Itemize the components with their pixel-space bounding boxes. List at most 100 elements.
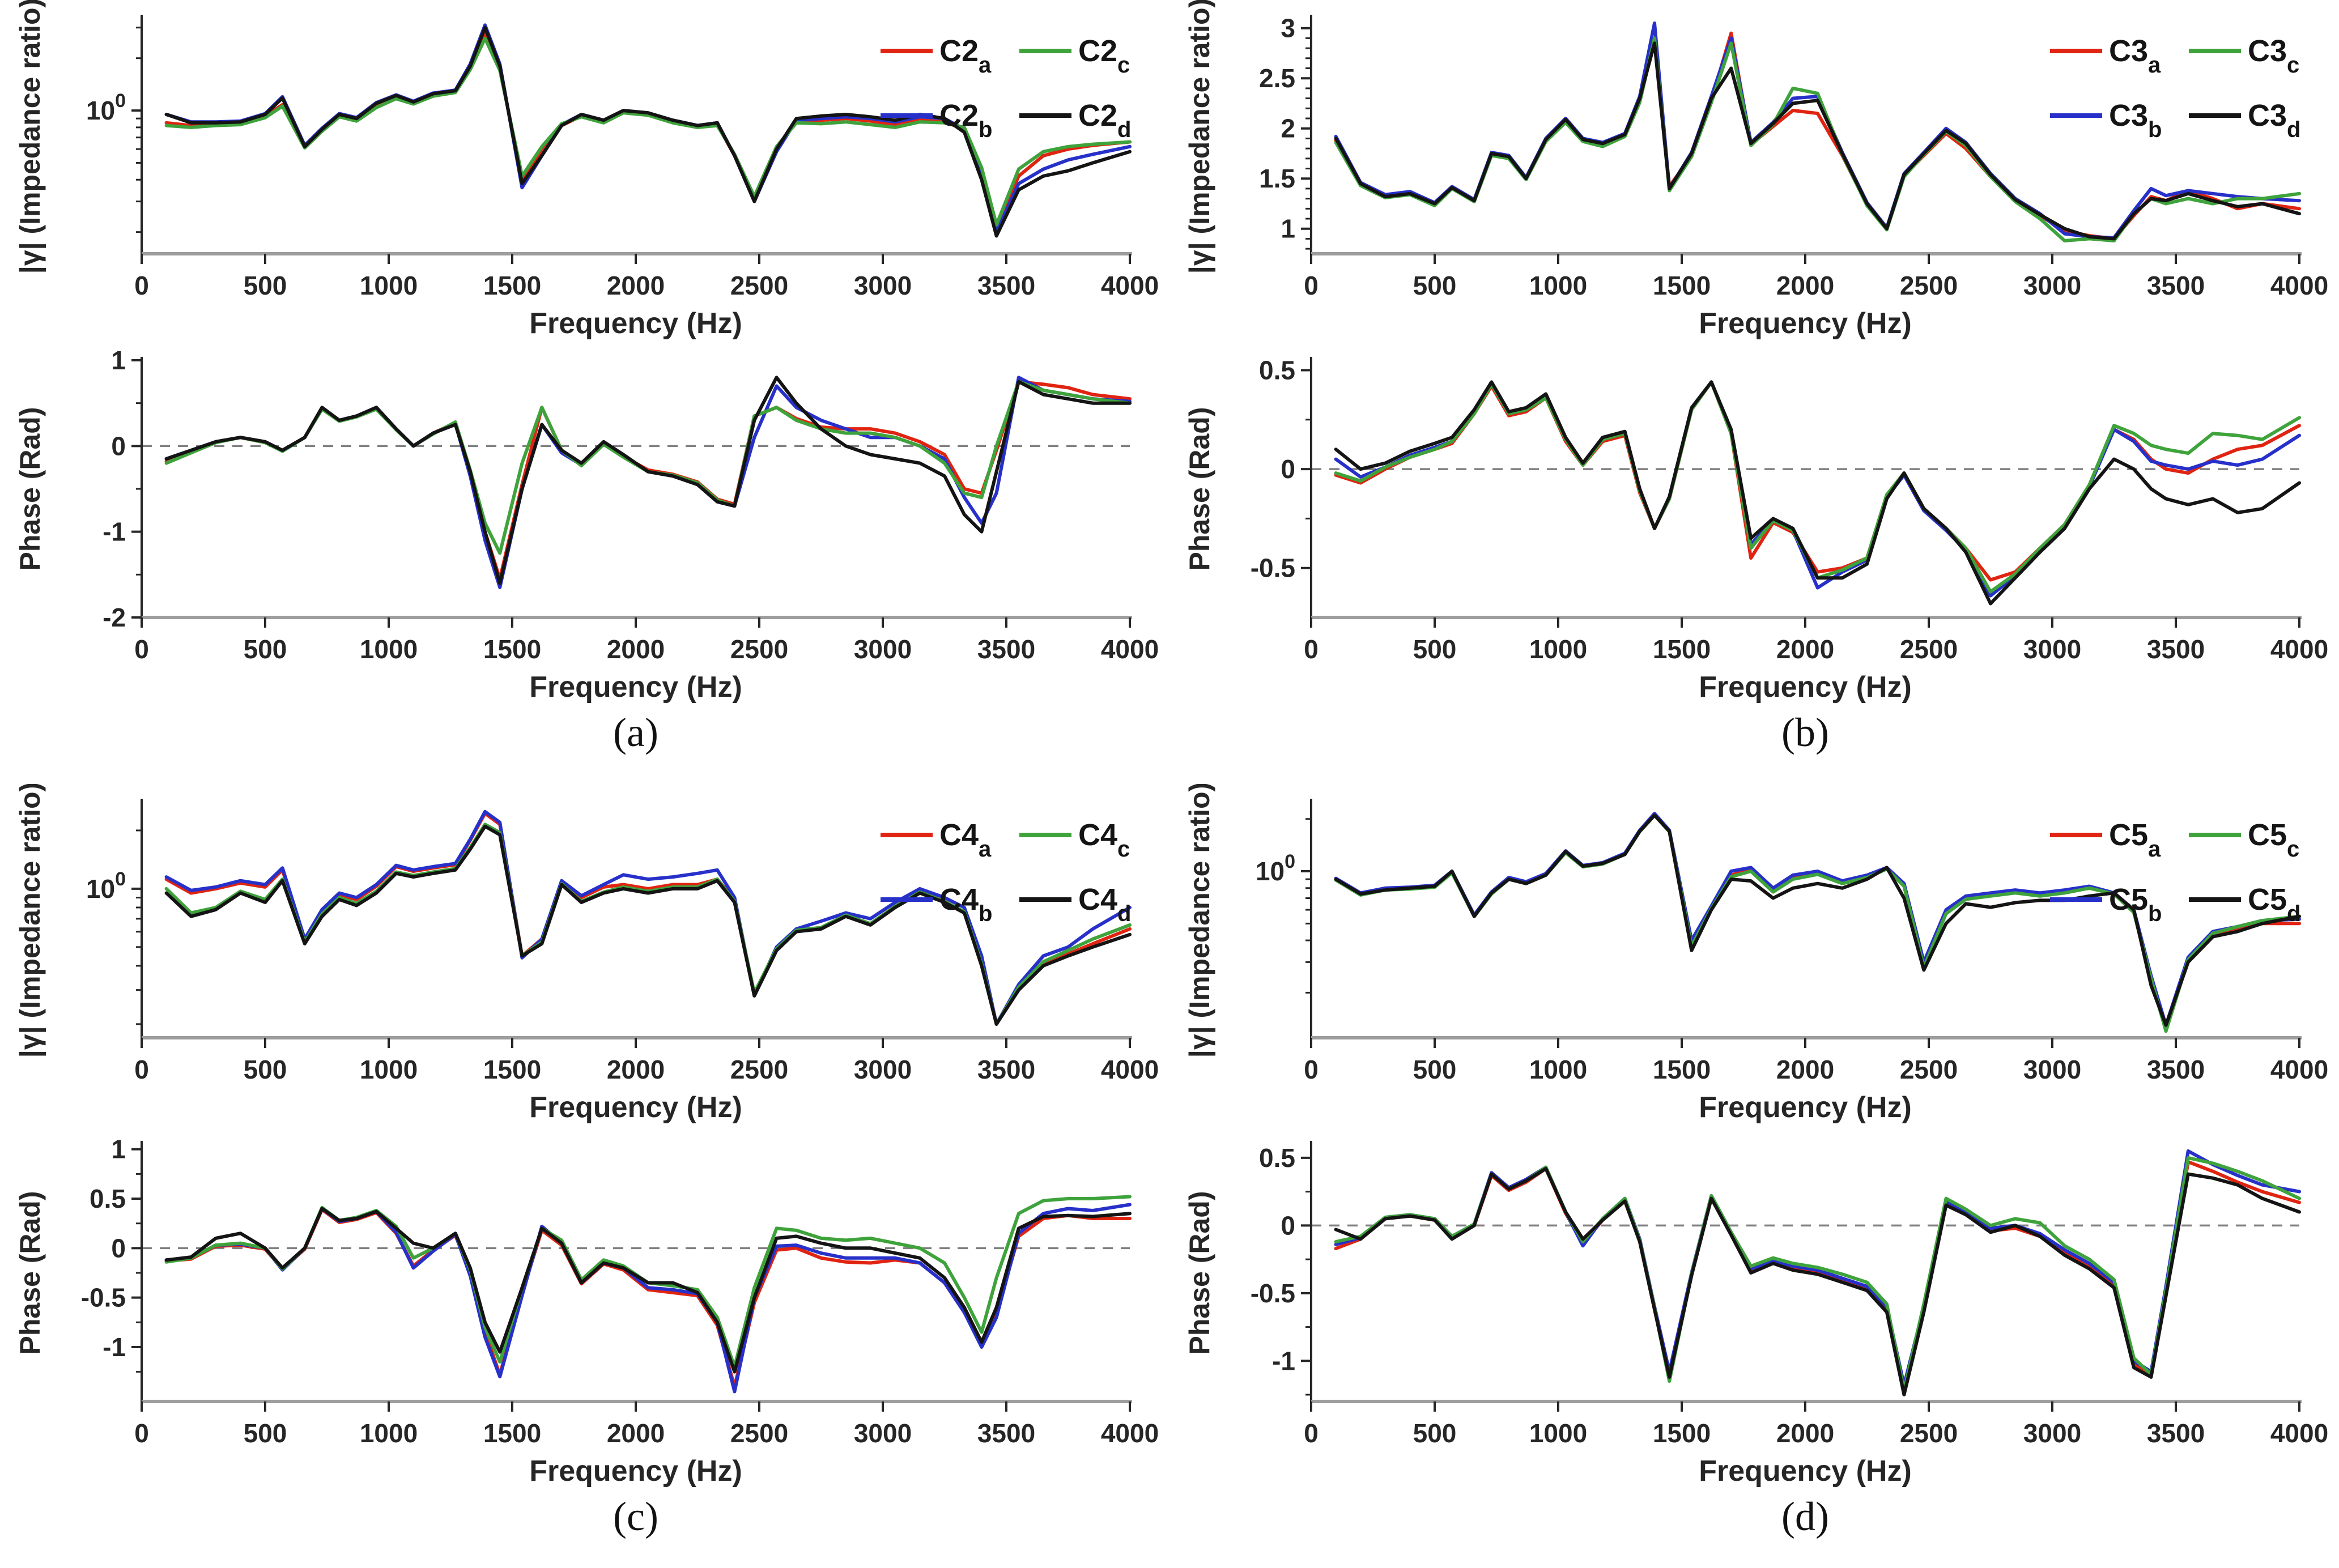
y-axis-label: |γ| (Impedance ratio) xyxy=(1184,0,1216,274)
y-axis-label: |γ| (Impedance ratio) xyxy=(1184,784,1216,1058)
x-axis-label: Frequency (Hz) xyxy=(529,671,742,704)
y-tick-label: 3 xyxy=(1281,14,1295,43)
y-tick-label: 100 xyxy=(86,868,126,904)
x-tick-label: 4000 xyxy=(1101,634,1159,664)
x-tick-label: 0 xyxy=(1304,1418,1319,1448)
x-tick-label: 500 xyxy=(1413,1055,1457,1084)
legend-label: C5a xyxy=(2109,818,2161,862)
x-tick-label: 500 xyxy=(1413,1418,1457,1448)
y-axis-label: |γ| (Impedance ratio) xyxy=(14,0,46,274)
x-tick-label: 3000 xyxy=(854,271,912,300)
x-tick-label: 2000 xyxy=(607,271,665,300)
x-tick-label: 1000 xyxy=(360,1418,418,1448)
series-C3_d-line xyxy=(1334,380,2301,606)
y-tick-label: 100 xyxy=(86,90,126,125)
x-tick-label: 500 xyxy=(244,271,287,300)
panel-c-phase-chart: 0 500 1000 1500 2000 2500 3000 3500 4000 -1 -0.5 0 0… xyxy=(14,1135,1159,1488)
legend-entry-C2_c: C2c xyxy=(1019,34,1130,78)
x-tick-label: 2000 xyxy=(1776,1055,1834,1084)
x-tick-label: 1500 xyxy=(1653,1418,1711,1448)
y-tick-label: 2.5 xyxy=(1259,63,1295,93)
panel-caption-text: (d) xyxy=(1781,1494,1829,1539)
series-C4_d-line xyxy=(164,824,1132,1026)
y-tick-label: -0.5 xyxy=(81,1283,126,1313)
panel-b: 0 500 1000 1500 2000 2500 3000 3500 4000 1 1.5 2 2.5… xyxy=(1170,0,2339,784)
series-C5_d-line xyxy=(1334,813,2301,1027)
y-tick-label: 0 xyxy=(111,431,126,461)
panel-caption-text: (a) xyxy=(613,710,658,755)
x-tick-label: 0 xyxy=(1304,1055,1319,1084)
y-axis-label: Phase (Rad) xyxy=(1184,407,1215,571)
panel-d-caption: (d) xyxy=(1170,1494,2339,1568)
series-C2_d-line xyxy=(164,25,1132,238)
x-tick-label: 3000 xyxy=(2023,634,2081,664)
y-axis-label: Phase (Rad) xyxy=(1184,1191,1215,1355)
panel-c-caption: (c) xyxy=(0,1494,1170,1568)
series-C4_d-line xyxy=(164,1207,1132,1374)
x-axis-label: Frequency (Hz) xyxy=(1699,1091,1912,1124)
x-tick-label: 2000 xyxy=(1776,1418,1834,1448)
y-axis-label: Phase (Rad) xyxy=(14,1191,46,1355)
panel-c-magnitude-chart: 0 500 1000 1500 2000 2500 3000 3500 4000 100 Frequ… xyxy=(14,784,1159,1124)
legend-label: C2d xyxy=(1078,99,1131,142)
y-axis-label: Phase (Rad) xyxy=(14,407,46,571)
x-axis-label: Frequency (Hz) xyxy=(1699,1455,1912,1488)
x-tick-label: 1000 xyxy=(360,634,418,664)
x-tick-label: 3500 xyxy=(977,271,1035,300)
series-C5_d-line xyxy=(1334,1167,2301,1397)
panel-d: 0 500 1000 1500 2000 2500 3000 3500 4000 100 Frequ… xyxy=(1170,784,2339,1568)
panel-a-magnitude-chart: 0 500 1000 1500 2000 2500 3000 3500 4000 100 Frequ… xyxy=(14,0,1159,340)
panel-a-caption: (a) xyxy=(0,710,1170,784)
x-tick-label: 4000 xyxy=(1101,1055,1159,1084)
panel-caption-text: (c) xyxy=(613,1494,658,1539)
x-tick-label: 500 xyxy=(1413,634,1457,664)
x-tick-label: 1000 xyxy=(1529,271,1587,300)
panel-d-phase-chart: 0 500 1000 1500 2000 2500 3000 3500 4000 -1 -0.5 0 0… xyxy=(1184,1141,2328,1488)
x-tick-label: 1500 xyxy=(483,634,541,664)
series-C2_c-line xyxy=(164,380,1132,555)
legend-label: C2a xyxy=(939,34,992,78)
legend-entry-C2_a: C2a xyxy=(881,34,992,78)
x-axis-label: Frequency (Hz) xyxy=(529,307,742,340)
x-tick-label: 3500 xyxy=(2147,1055,2205,1084)
legend-label: C4c xyxy=(1078,818,1130,862)
x-tick-label: 1500 xyxy=(483,271,541,300)
y-axis-label: |γ| (Impedance ratio) xyxy=(14,784,46,1058)
x-tick-label: 2000 xyxy=(607,634,665,664)
y-tick-label: 1.5 xyxy=(1259,164,1295,193)
x-axis-label: Frequency (Hz) xyxy=(1699,307,1912,340)
legend-entry-C2_d: C2d xyxy=(1019,99,1131,142)
legend-entry-C3_b: C3b xyxy=(2050,99,2162,142)
x-tick-label: 2500 xyxy=(730,1418,788,1448)
x-tick-label: 2000 xyxy=(1776,634,1834,664)
x-tick-label: 2500 xyxy=(1900,1418,1958,1448)
x-tick-label: 500 xyxy=(244,634,287,664)
y-tick-label: 1 xyxy=(111,346,126,375)
series-C3_c-line xyxy=(1334,380,2301,594)
x-tick-label: 1000 xyxy=(1529,634,1587,664)
panel-b-magnitude-chart: 0 500 1000 1500 2000 2500 3000 3500 4000 1 1.5 2 2.5… xyxy=(1184,0,2328,340)
x-tick-label: 3500 xyxy=(977,1418,1035,1448)
x-tick-label: 4000 xyxy=(1101,1418,1159,1448)
x-axis-label: Frequency (Hz) xyxy=(529,1455,742,1488)
legend-label: C3c xyxy=(2248,34,2299,78)
legend-label: C2c xyxy=(1078,34,1130,78)
y-tick-label: -1 xyxy=(103,517,126,547)
x-tick-label: 2000 xyxy=(607,1418,665,1448)
legend-entry-C5_c: C5c xyxy=(2189,818,2299,862)
legend-entry-C3_a: C3a xyxy=(2050,34,2161,78)
x-tick-label: 1000 xyxy=(1529,1055,1587,1084)
x-tick-label: 3000 xyxy=(2023,1418,2081,1448)
y-tick-label: 0 xyxy=(111,1233,126,1263)
x-tick-label: 0 xyxy=(1304,271,1319,300)
x-tick-label: 3000 xyxy=(854,1055,912,1084)
x-tick-label: 3500 xyxy=(2147,634,2205,664)
y-tick-label: 0.5 xyxy=(90,1184,126,1213)
series-C2_d-line xyxy=(164,376,1132,585)
legend-label: C4a xyxy=(939,818,992,862)
x-tick-label: 2500 xyxy=(1900,634,1958,664)
series-C3_a-line xyxy=(1334,380,2301,582)
y-tick-label: -1 xyxy=(103,1332,126,1362)
